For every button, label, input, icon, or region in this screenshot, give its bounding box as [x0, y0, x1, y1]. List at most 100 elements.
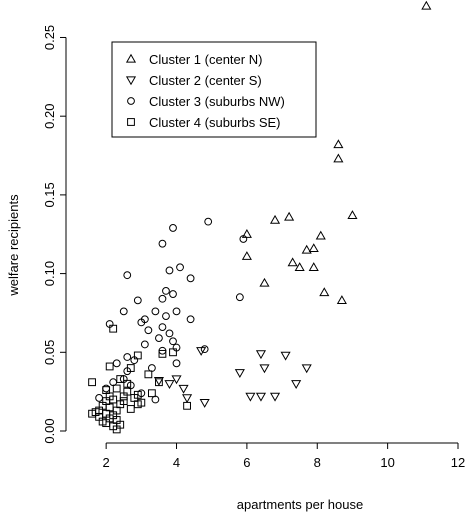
square-point	[105, 392, 114, 401]
square-point	[169, 348, 177, 357]
square-point	[116, 375, 125, 383]
x-tick-label: 12	[451, 455, 465, 470]
square-point	[144, 370, 153, 379]
x-tick-label: 10	[380, 455, 394, 470]
circle-point	[158, 294, 167, 303]
circle-point	[176, 263, 184, 272]
square-point	[112, 425, 121, 434]
legend-label: Cluster 1 (center N)	[149, 52, 262, 67]
triangle-up-point	[301, 244, 312, 254]
square-point	[119, 397, 128, 405]
circle-point	[137, 318, 146, 327]
square-point	[88, 378, 96, 387]
triangle-down-point	[255, 392, 267, 402]
square-point	[119, 392, 128, 401]
data-points	[88, 0, 432, 434]
triangle-up-point	[287, 257, 298, 267]
legend-box	[111, 41, 317, 138]
triangle-down-point	[255, 350, 267, 360]
circle-point	[158, 323, 167, 332]
triangle-down-point	[178, 384, 189, 394]
circle-point	[169, 337, 177, 346]
circle-point	[147, 364, 156, 372]
circle-point	[186, 274, 195, 283]
circle-point	[200, 345, 209, 354]
triangle-up-point	[333, 139, 344, 149]
y-tick-label: 0.15	[42, 182, 57, 207]
triangle-down-point	[182, 394, 193, 404]
circle-point	[151, 395, 160, 404]
triangle-down-point	[153, 376, 164, 386]
circle-point	[162, 287, 170, 295]
circle-point	[102, 384, 111, 393]
square-point	[158, 349, 167, 358]
circle-point	[172, 307, 181, 316]
x-tick-label: 6	[243, 455, 250, 470]
x-tick-label: 2	[103, 455, 110, 470]
circle-point	[144, 326, 153, 335]
triangle-up-point	[336, 295, 347, 305]
y-tick-label: 0.20	[42, 104, 57, 129]
triangle-up-point	[294, 262, 305, 271]
y-tick-label: 0.05	[42, 340, 57, 365]
triangle-up-point	[319, 287, 330, 297]
square-point	[105, 362, 114, 371]
triangle-up-point	[421, 0, 432, 10]
triangle-up-point	[308, 262, 319, 271]
triangle-up-point	[241, 251, 252, 260]
circle-point	[109, 378, 118, 387]
circle-point	[239, 235, 248, 243]
legend-label: Cluster 4 (suburbs SE)	[149, 115, 281, 130]
triangle-down-point	[291, 380, 302, 389]
triangle-down-point	[301, 364, 312, 374]
triangle-down-point	[199, 399, 210, 408]
x-tick-label: 4	[173, 455, 180, 470]
circle-point	[158, 239, 167, 248]
legend-circle-point	[127, 97, 135, 105]
triangle-up-point	[333, 153, 344, 163]
y-tick-label: 0.25	[42, 25, 57, 50]
triangle-down-point	[259, 364, 270, 374]
circle-point	[165, 329, 174, 338]
triangle-up-point	[259, 277, 270, 287]
circle-point	[133, 296, 142, 305]
triangle-up-point	[308, 243, 319, 253]
square-point	[183, 401, 191, 410]
circle-point	[162, 312, 170, 320]
circle-point	[123, 353, 132, 361]
x-axis-title: apartments per house	[237, 497, 363, 512]
square-point	[133, 400, 142, 409]
triangle-up-point	[347, 210, 358, 220]
circle-point	[119, 307, 128, 316]
triangle-down-point	[245, 392, 256, 402]
square-point	[126, 405, 135, 413]
triangle-down-point	[269, 392, 281, 402]
legend-label: Cluster 2 (center S)	[149, 73, 262, 88]
square-point	[105, 403, 114, 412]
circle-point	[235, 293, 244, 302]
legend-triangle-down-point	[125, 76, 137, 86]
square-point	[147, 389, 156, 398]
square-point	[123, 379, 132, 388]
circle-point	[204, 217, 213, 226]
legend: Cluster 1 (center N) Cluster 2 (center S)…	[111, 41, 317, 138]
y-tick-label: 0.10	[42, 261, 57, 286]
circle-point	[112, 359, 121, 368]
triangle-up-point	[284, 211, 295, 221]
legend-label: Cluster 3 (suburbs NW)	[149, 94, 285, 109]
y-tick-label: 0.00	[42, 418, 57, 443]
circle-point	[169, 224, 177, 232]
triangle-up-point	[315, 230, 326, 240]
circle-point	[169, 290, 177, 298]
circle-point	[140, 340, 149, 349]
circle-point	[165, 266, 174, 275]
triangle-down-point	[280, 351, 291, 361]
circle-point	[155, 334, 163, 343]
circle-point	[186, 315, 195, 324]
legend-triangle-up-point	[125, 53, 137, 63]
square-point	[155, 378, 163, 387]
square-point	[133, 351, 142, 360]
square-point	[102, 386, 111, 394]
axes: 2 4 6 8 10 12 0.00 0.05 0.10 0.15 0.20 0.25	[42, 25, 465, 470]
